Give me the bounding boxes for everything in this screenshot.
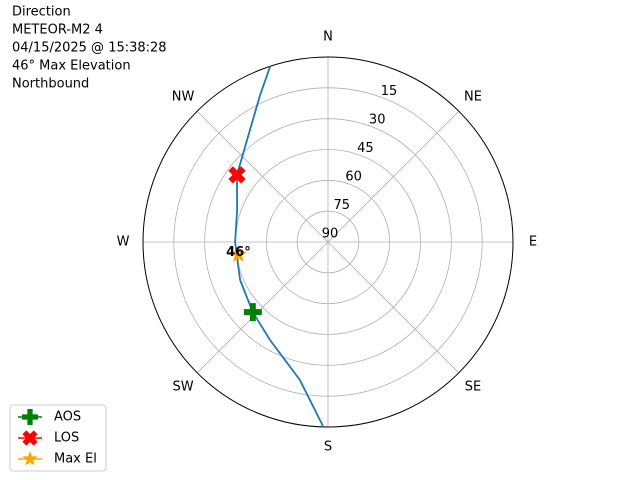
theta-tick-label: SW (172, 379, 193, 394)
r-tick-label: 15 (381, 84, 398, 99)
marker (229, 245, 247, 262)
title-line: Northbound (12, 77, 89, 92)
r-tick-label: 90 (322, 227, 339, 242)
track-line (234, 66, 324, 427)
r-tick-label: 60 (345, 170, 362, 185)
r-tick-label: 45 (357, 141, 374, 156)
theta-tick-label: SE (465, 379, 481, 394)
value-label: 46° (226, 245, 251, 260)
theta-tick-label: E (529, 235, 537, 250)
legend-marker (22, 409, 38, 425)
legend-marker (22, 430, 38, 446)
legend: AOS LOS Max El (9, 404, 107, 472)
theta-tick-label: W (117, 235, 130, 250)
legend-label: LOS (54, 431, 79, 446)
legend-marker (22, 451, 38, 466)
radial-grid-line (173, 87, 483, 397)
theta-tick-label: NW (172, 90, 195, 105)
radial-grid-line (296, 210, 360, 274)
title-block: Direction METEOR-M2 4 04/15/2025 @ 15:38:2… (12, 5, 167, 92)
title-line: 46° Max Elevation (12, 59, 131, 74)
theta-tick-label: S (324, 440, 332, 455)
marker (228, 166, 246, 184)
legend-label: Max El (54, 452, 97, 467)
title-line: 04/15/2025 @ 15:38:28 (12, 41, 167, 56)
theta-tick-label: NE (464, 90, 482, 105)
title-line: METEOR-M2 4 (12, 23, 103, 38)
radial-grid-line (265, 179, 391, 305)
legend-label: AOS (54, 410, 81, 425)
r-tick-label: 30 (369, 113, 386, 128)
theta-tick-label: N (323, 30, 333, 45)
radial-grid-line (204, 118, 452, 366)
marker (243, 303, 262, 322)
legend-frame (9, 404, 107, 472)
title-line: Direction (12, 5, 71, 20)
r-tick-label: 75 (334, 198, 351, 213)
polar-frame (142, 56, 514, 428)
